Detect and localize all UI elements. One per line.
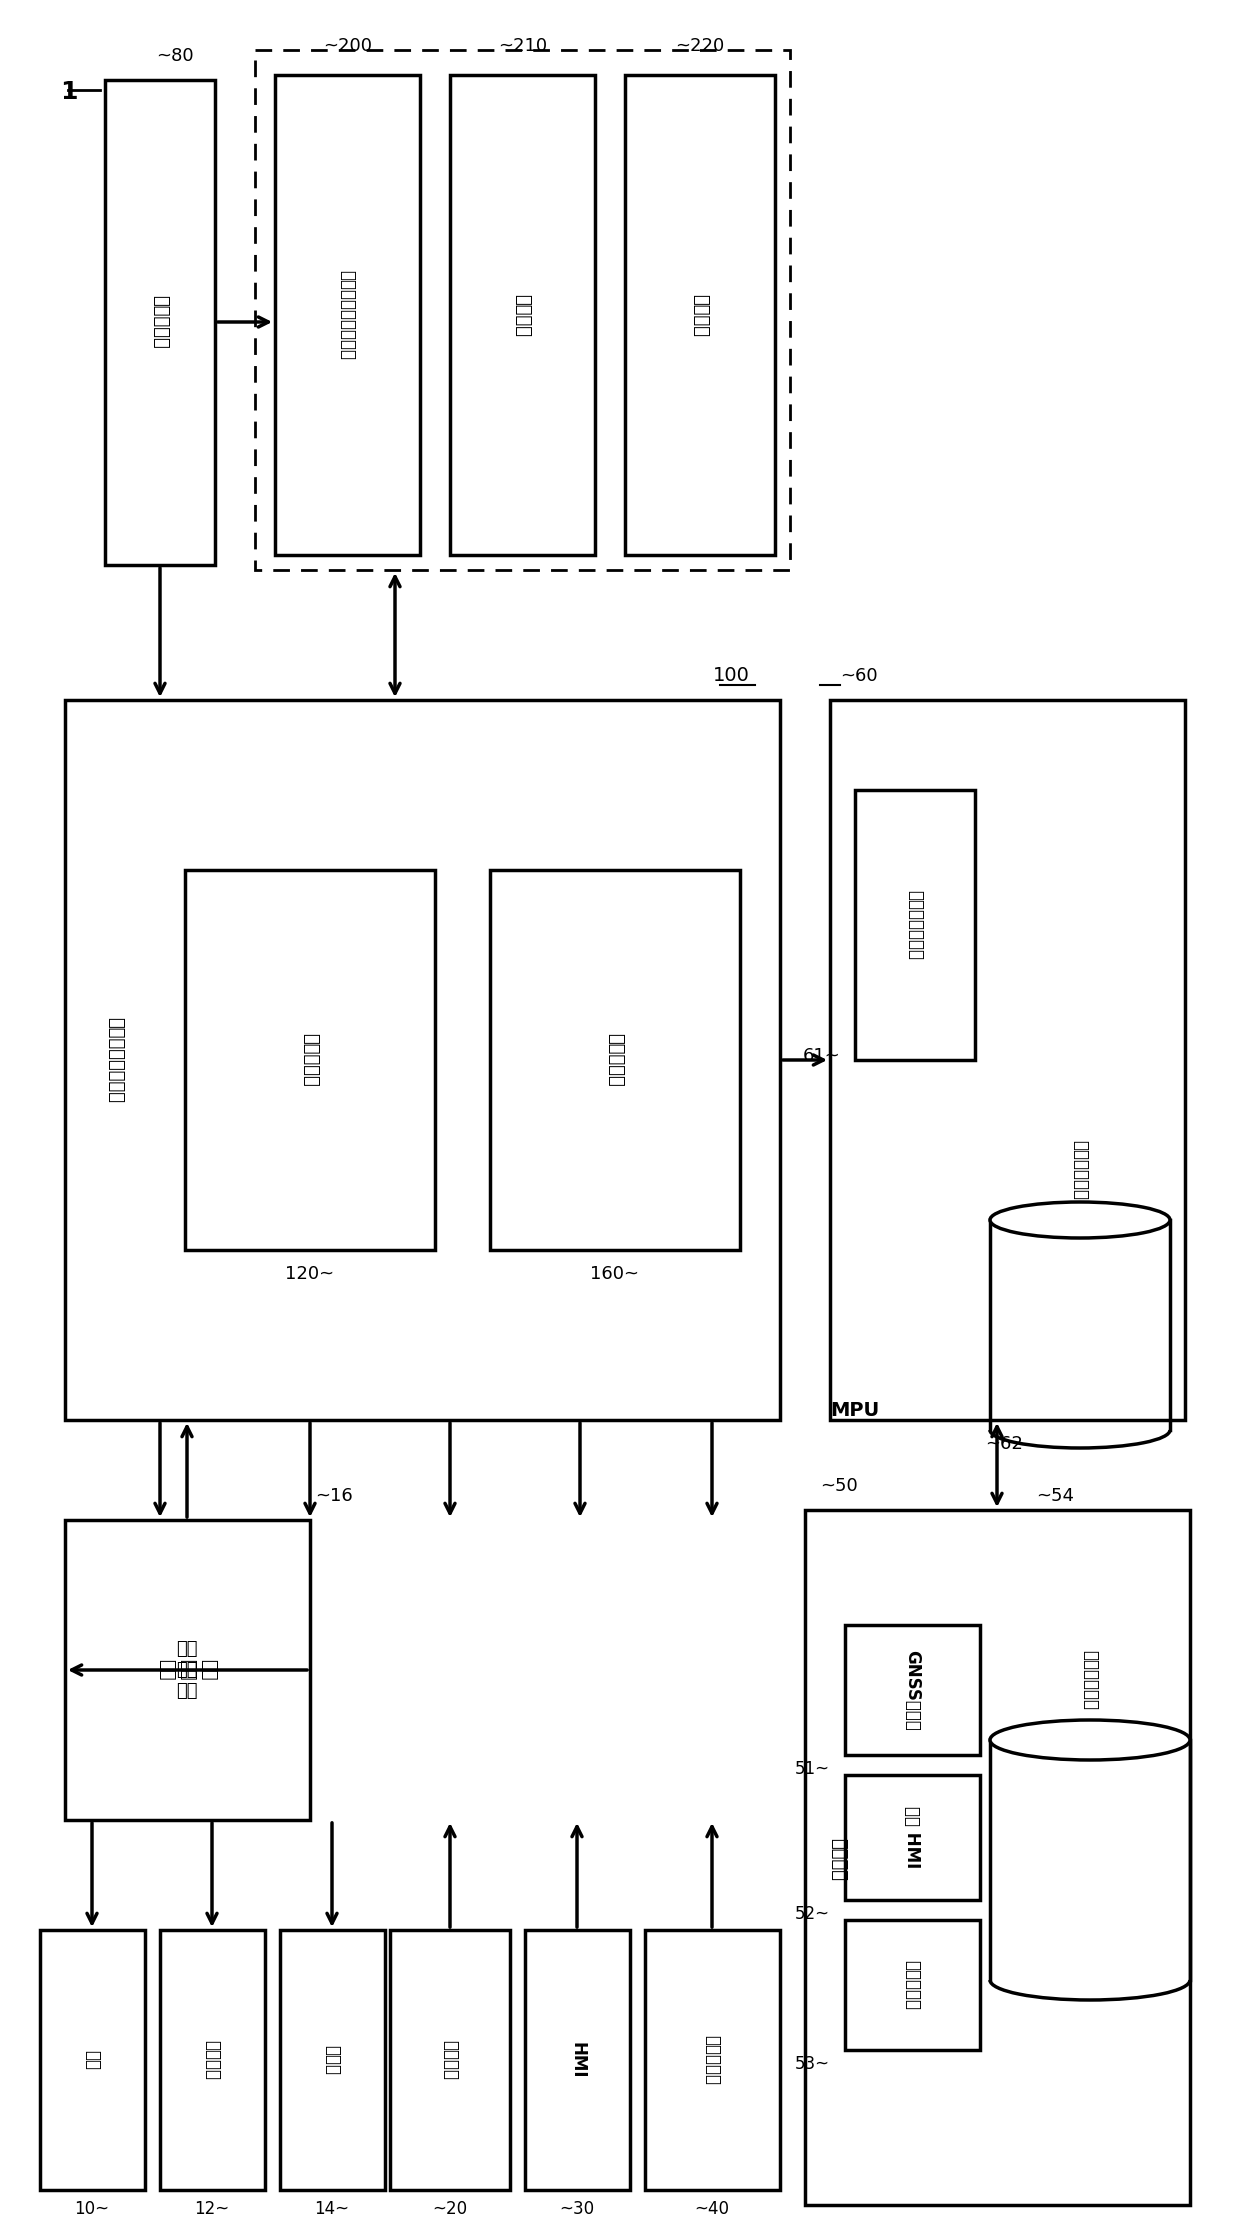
Text: ~210: ~210 bbox=[498, 38, 548, 55]
Text: 物体
识别
装置: 物体 识别 装置 bbox=[176, 1641, 197, 1700]
Text: 14~: 14~ bbox=[315, 2201, 350, 2214]
Text: GNSS接收机: GNSS接收机 bbox=[903, 1649, 921, 1731]
Bar bbox=[490, 870, 740, 1251]
Text: ~200: ~200 bbox=[324, 38, 372, 55]
Text: 制动装置: 制动装置 bbox=[513, 294, 531, 337]
Text: 自动驾驶控制装置: 自动驾驶控制装置 bbox=[105, 1016, 124, 1103]
Bar bbox=[856, 790, 975, 1061]
Text: 行驶驱动力输出装置: 行驶驱动力输出装置 bbox=[339, 270, 356, 361]
Bar bbox=[185, 870, 435, 1251]
Text: 1: 1 bbox=[60, 80, 77, 104]
Text: 第一控制部: 第一控制部 bbox=[301, 1034, 319, 1087]
Text: MPU: MPU bbox=[831, 1401, 879, 1419]
Text: HMI: HMI bbox=[568, 2041, 587, 2079]
Text: ~30: ~30 bbox=[559, 2201, 594, 2214]
Bar bbox=[625, 75, 775, 556]
Bar bbox=[40, 1931, 145, 2190]
Text: ~80: ~80 bbox=[156, 46, 193, 64]
Bar bbox=[391, 1931, 510, 2190]
Text: 相机: 相机 bbox=[83, 2050, 100, 2070]
Text: ~220: ~220 bbox=[676, 38, 724, 55]
Text: 160~: 160~ bbox=[590, 1264, 640, 1282]
Text: 推荐车道决定部: 推荐车道决定部 bbox=[906, 890, 924, 961]
Bar bbox=[844, 1920, 980, 2050]
Bar bbox=[255, 51, 790, 569]
Text: 导航 HMI: 导航 HMI bbox=[903, 1807, 921, 1869]
Text: 120~: 120~ bbox=[285, 1264, 335, 1282]
Text: 转向装置: 转向装置 bbox=[691, 294, 709, 337]
Text: ~16: ~16 bbox=[315, 1488, 352, 1506]
Text: 导航装置: 导航装置 bbox=[830, 1838, 847, 1882]
Text: 100: 100 bbox=[713, 666, 750, 684]
Bar bbox=[805, 1510, 1190, 2205]
Text: ~40: ~40 bbox=[694, 2201, 729, 2214]
Bar bbox=[450, 75, 595, 556]
Ellipse shape bbox=[990, 1720, 1190, 1760]
Bar bbox=[280, 1931, 384, 2190]
Text: ~60: ~60 bbox=[839, 666, 878, 684]
Ellipse shape bbox=[990, 1202, 1171, 1238]
Text: 10~: 10~ bbox=[74, 2201, 109, 2214]
Text: 车辆传感器: 车辆传感器 bbox=[703, 2035, 720, 2086]
Text: 53~: 53~ bbox=[795, 2055, 830, 2072]
Text: 第二控制部: 第二控制部 bbox=[606, 1034, 624, 1087]
Bar bbox=[525, 1931, 630, 2190]
Text: ~62: ~62 bbox=[985, 1435, 1023, 1452]
Bar bbox=[645, 1931, 780, 2190]
Text: ~20: ~20 bbox=[433, 2201, 467, 2214]
Text: 第一地图信息: 第一地图信息 bbox=[1081, 1649, 1099, 1709]
Text: 驾驶操作件: 驾驶操作件 bbox=[151, 294, 169, 350]
Text: 第二地图信息: 第二地图信息 bbox=[1071, 1140, 1089, 1200]
Text: 52~: 52~ bbox=[795, 1904, 830, 1924]
Text: 物体
识别
装置: 物体 识别 装置 bbox=[157, 1658, 217, 1680]
Text: 通信装置: 通信装置 bbox=[441, 2039, 459, 2079]
Bar bbox=[275, 75, 420, 556]
Bar bbox=[160, 1931, 265, 2190]
Bar bbox=[64, 1521, 310, 1820]
Text: 61~: 61~ bbox=[802, 1047, 839, 1065]
Text: 探测器: 探测器 bbox=[322, 2046, 341, 2075]
Bar bbox=[64, 700, 780, 1419]
Text: 雷达装置: 雷达装置 bbox=[203, 2039, 221, 2079]
Text: 51~: 51~ bbox=[795, 1760, 830, 1778]
Text: 路径决定部: 路径决定部 bbox=[903, 1959, 921, 2010]
Bar bbox=[844, 1625, 980, 1756]
Bar bbox=[844, 1776, 980, 1900]
Bar bbox=[830, 700, 1185, 1419]
Text: ~50: ~50 bbox=[820, 1477, 858, 1494]
Text: 12~: 12~ bbox=[195, 2201, 229, 2214]
Text: ~54: ~54 bbox=[1035, 1488, 1074, 1506]
Bar bbox=[105, 80, 215, 565]
